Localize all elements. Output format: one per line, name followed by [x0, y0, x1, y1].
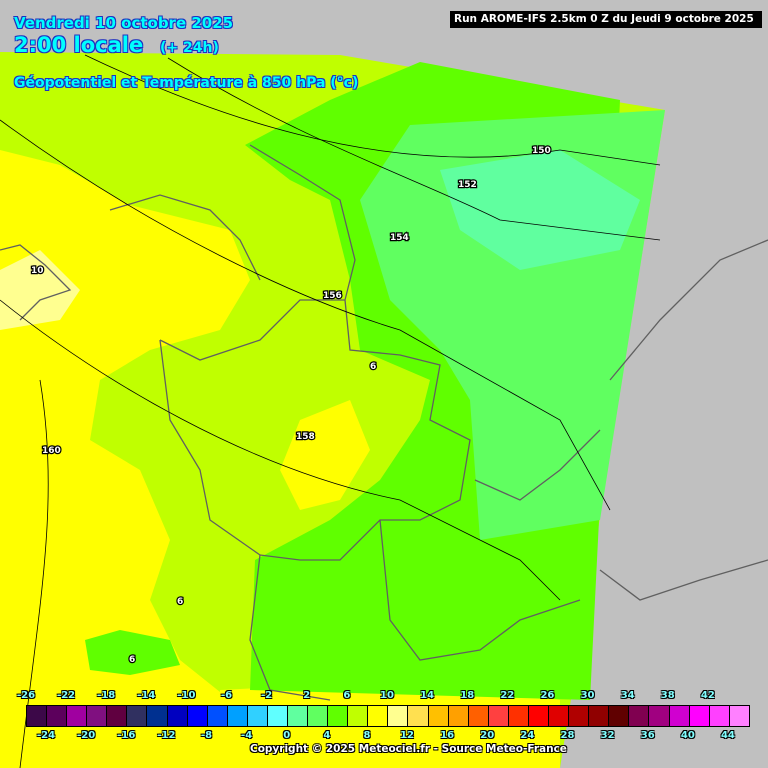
legend-label-bottom: 44	[720, 730, 735, 741]
legend-label-top: 26	[540, 690, 555, 701]
forecast-time: 2:00 locale	[14, 33, 144, 57]
legend-swatch	[709, 706, 730, 726]
legend-label-bottom: -8	[200, 730, 213, 741]
lead-time: (+ 24h)	[160, 40, 219, 56]
legend-label-top: 30	[580, 690, 595, 701]
isotherm-label: 6	[129, 655, 135, 665]
legend-label-top: -26	[16, 690, 36, 701]
legend-swatch	[348, 706, 369, 726]
legend-swatch	[308, 706, 329, 726]
contour-label-152: 152	[458, 180, 477, 190]
isotherm-label: 10	[31, 266, 44, 276]
contour-label-154: 154	[390, 233, 409, 243]
geopotential-contours	[0, 54, 661, 768]
legend-label-bottom: 24	[520, 730, 535, 741]
legend-swatch	[107, 706, 128, 726]
legend-swatch	[47, 706, 68, 726]
legend-swatch	[227, 706, 248, 726]
legend-swatch	[609, 706, 630, 726]
legend-swatch	[408, 706, 429, 726]
legend-label-bottom: 12	[400, 730, 415, 741]
field-title: Géopotentiel et Température à 850 hPa (°…	[14, 75, 359, 91]
legend-swatch	[87, 706, 108, 726]
isotherm-label: 6	[370, 362, 376, 372]
legend-swatch	[689, 706, 710, 726]
legend-label-top: 6	[343, 690, 351, 701]
legend-label-bottom: 28	[560, 730, 575, 741]
legend-label-bottom: -4	[241, 730, 253, 741]
isotherm-label: 6	[177, 597, 183, 607]
legend-label-bottom: 20	[480, 730, 495, 741]
legend-label-bottom: -20	[77, 730, 96, 741]
legend-label-bottom: 0	[283, 730, 291, 741]
legend-swatch	[328, 706, 349, 726]
legend-label-bottom: -24	[37, 730, 56, 741]
legend-label-top: -6	[220, 690, 233, 701]
temp-zone-yellow-center	[280, 400, 370, 510]
legend-swatch	[549, 706, 570, 726]
legend-swatch	[649, 706, 670, 726]
forecast-date: Vendredi 10 octobre 2025	[14, 14, 234, 32]
legend-swatch	[167, 706, 188, 726]
legend-label-top: 18	[460, 690, 475, 701]
legend-label-top: 10	[380, 690, 394, 701]
legend-swatch	[448, 706, 469, 726]
legend-label-top: 38	[660, 690, 675, 701]
legend-swatch	[428, 706, 449, 726]
legend-swatch	[569, 706, 590, 726]
legend-label-top: 22	[500, 690, 515, 701]
legend-swatch	[488, 706, 509, 726]
country-borders	[0, 144, 768, 701]
temperature-labels: 10 6 6 6	[30, 265, 378, 667]
legend-swatch	[147, 706, 168, 726]
temp-zone-green-sw	[85, 630, 180, 675]
legend-swatch	[27, 706, 48, 726]
legend-swatch	[127, 706, 148, 726]
legend-swatch	[508, 706, 529, 726]
legend-label-top: 14	[420, 690, 435, 701]
legend-swatch	[267, 706, 289, 726]
legend-label-top: -14	[137, 690, 156, 701]
legend-label-bottom: -12	[157, 730, 176, 741]
legend-swatch	[67, 706, 88, 726]
legend-swatch	[207, 706, 228, 726]
temp-zone-aquagreen	[440, 150, 640, 270]
legend-label-top: 34	[620, 690, 635, 701]
legend-swatch	[368, 706, 389, 726]
legend-label-top: -2	[261, 690, 273, 701]
legend-label-bottom: -16	[117, 730, 136, 741]
legend-swatch	[288, 706, 309, 726]
legend-swatch	[388, 706, 409, 726]
legend-swatch	[247, 706, 268, 726]
contour-label-158: 158	[296, 432, 315, 442]
legend-label-top: -22	[57, 690, 76, 701]
legend-label-bottom: 16	[440, 730, 455, 741]
legend-label-bottom: 36	[640, 730, 655, 741]
legend-label-bottom: 8	[363, 730, 371, 741]
legend-label-top: 42	[700, 690, 715, 701]
color-scale-legend	[26, 705, 750, 727]
contour-label-160: 160	[42, 446, 61, 456]
geopotential-labels: 150 152 154 156 158 160	[41, 145, 552, 458]
legend-swatch	[589, 706, 610, 726]
temp-zone-lightyellow	[0, 250, 80, 330]
contour-label-150: 150	[532, 146, 551, 156]
legend-label-bottom: 40	[680, 730, 695, 741]
copyright: Copyright © 2025 Meteociel.fr - Source M…	[250, 743, 567, 755]
legend-label-bottom: 32	[600, 730, 615, 741]
legend-swatch	[669, 706, 690, 726]
legend-swatch	[729, 706, 749, 726]
legend-swatch	[629, 706, 650, 726]
legend-swatch	[187, 706, 208, 726]
legend-label-bottom: 4	[323, 730, 331, 741]
legend-swatch	[528, 706, 550, 726]
legend-label-top: -10	[177, 690, 196, 701]
legend-swatch	[468, 706, 489, 726]
model-run-info: Run AROME-IFS 2.5km 0 Z du Jeudi 9 octob…	[450, 11, 762, 28]
legend-label-top: 2	[303, 690, 311, 701]
contour-label-156: 156	[323, 291, 342, 301]
legend-label-top: -18	[97, 690, 116, 701]
